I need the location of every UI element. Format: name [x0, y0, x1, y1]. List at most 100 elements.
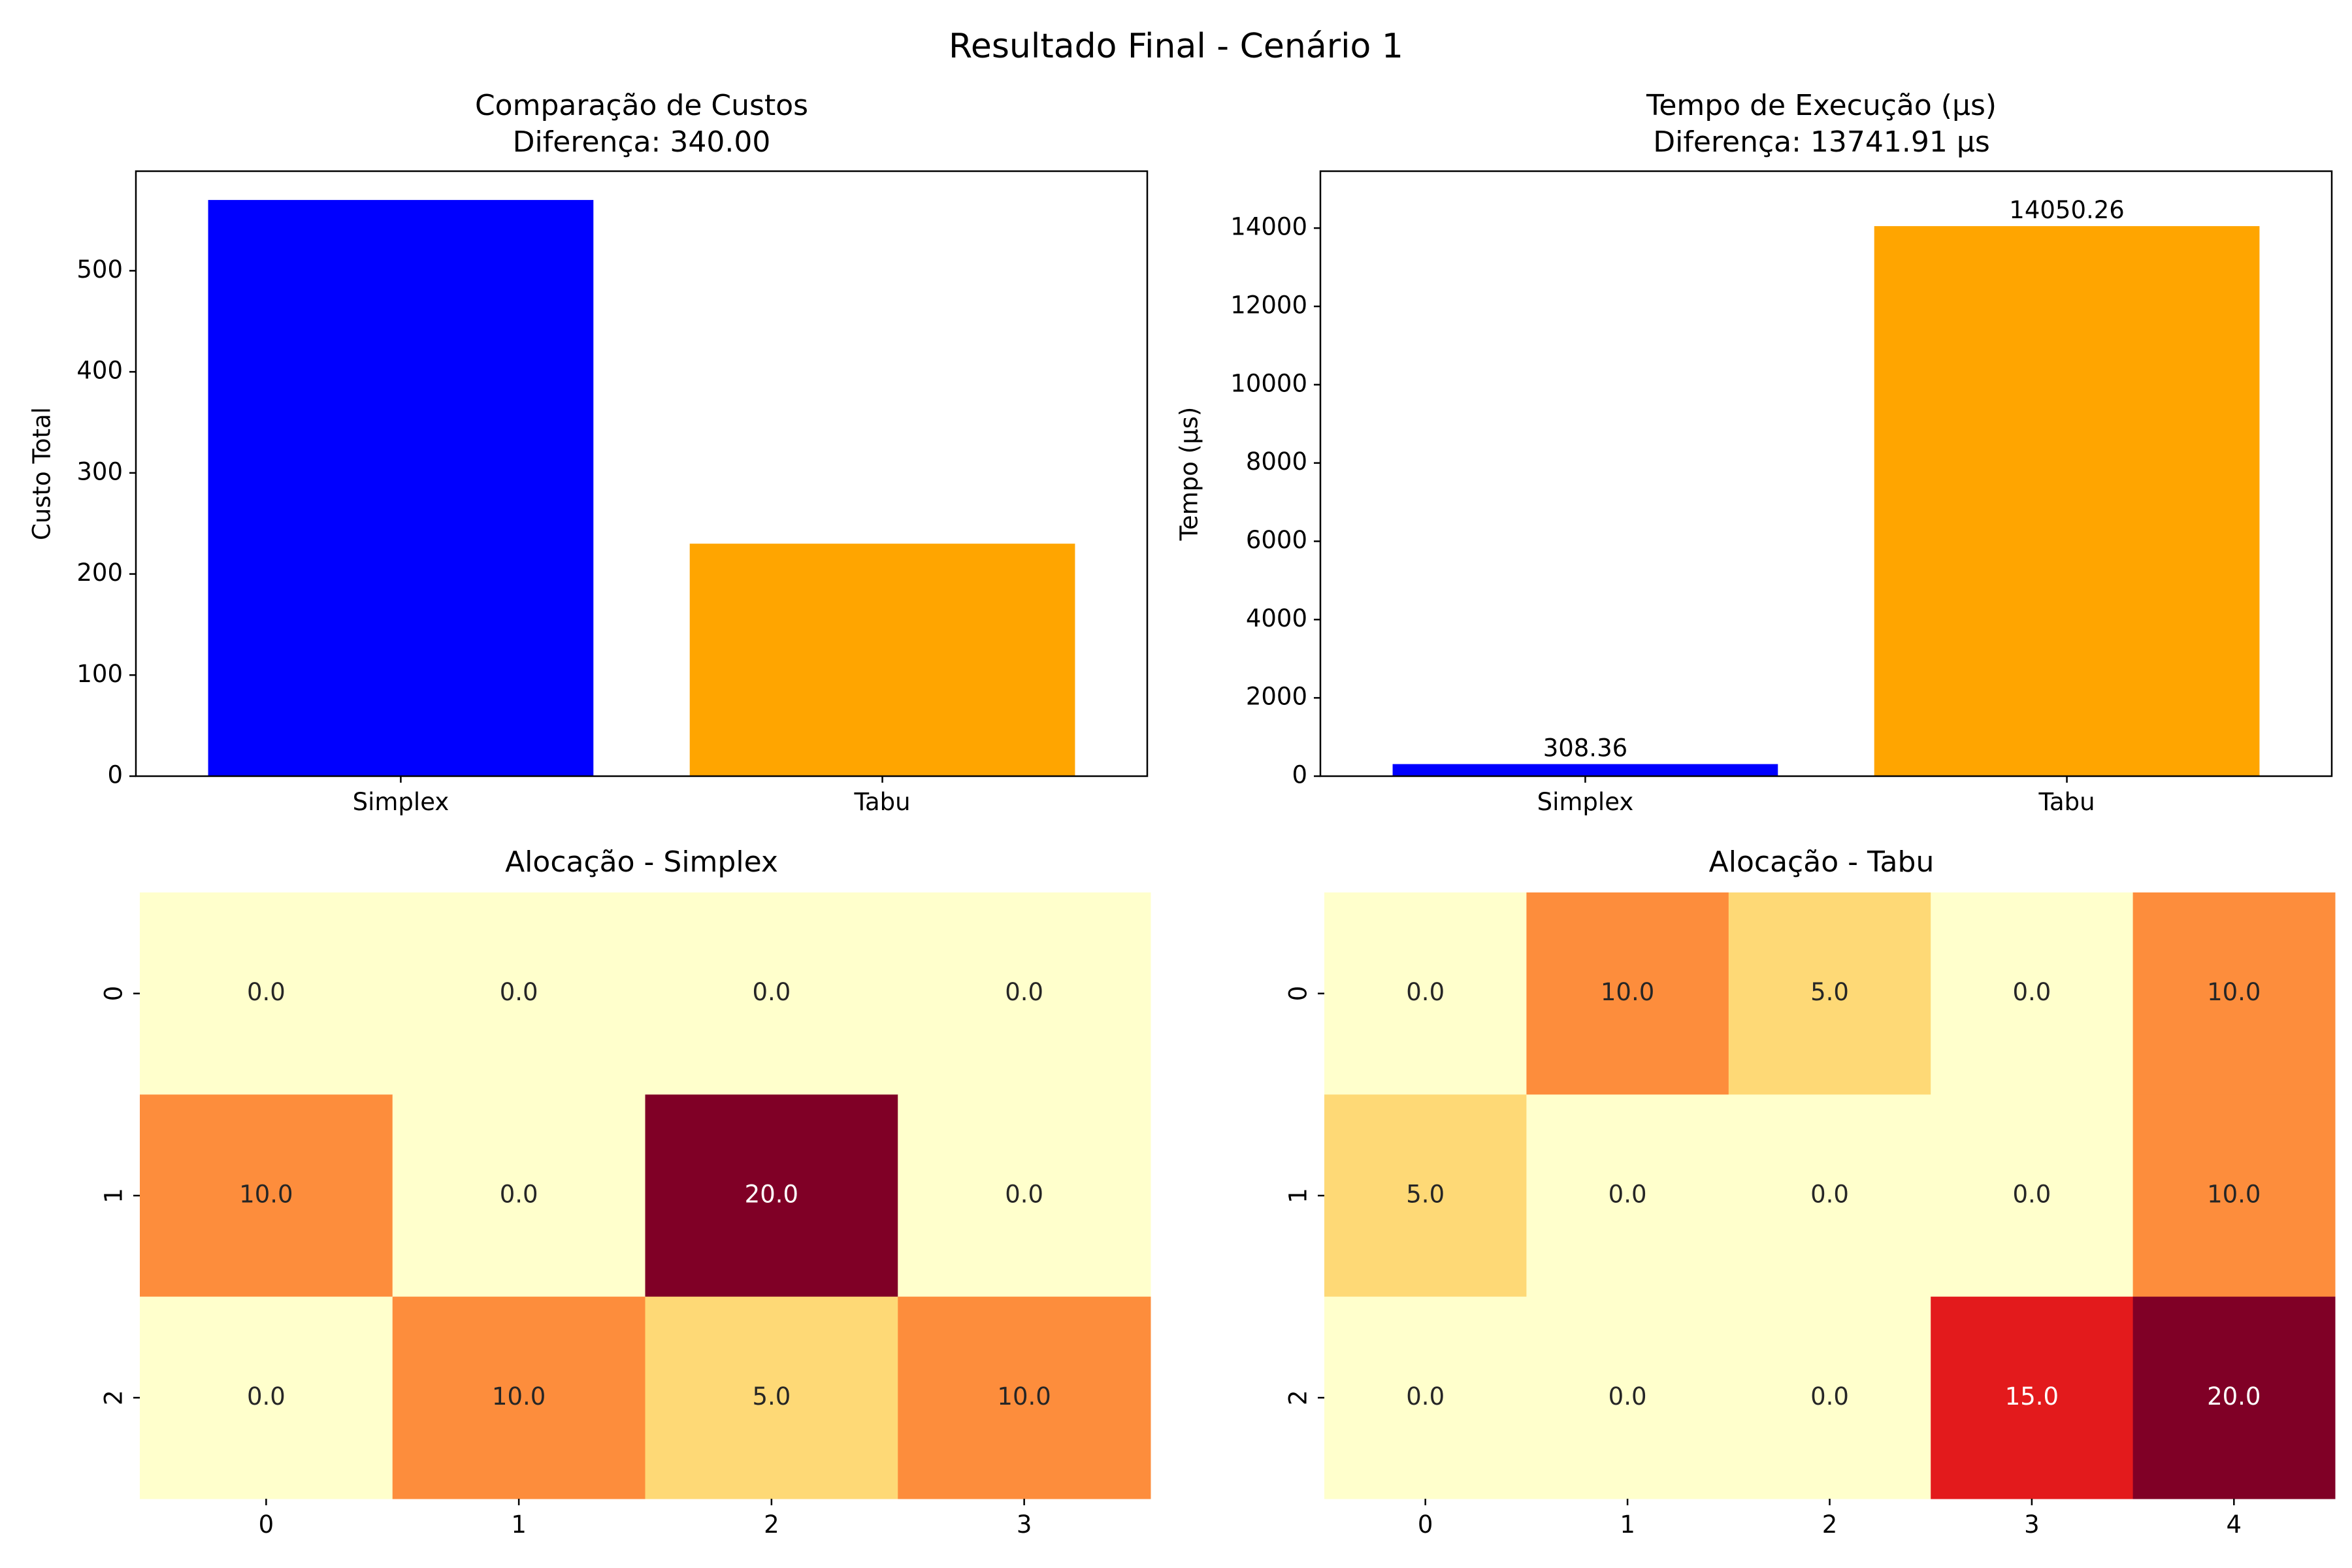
simplex-heatmap-cell-label: 0.0 — [752, 978, 791, 1006]
tabu-heatmap-x-tick-label: 2 — [1822, 1511, 1838, 1539]
figure-suptitle: Resultado Final - Cenário 1 — [949, 27, 1403, 66]
tabu-heatmap-cell — [2132, 1296, 2336, 1499]
simplex-heatmap-x-tick-label: 3 — [1017, 1511, 1032, 1539]
tabu-heatmap-cell-label: 0.0 — [1406, 978, 1445, 1006]
tabu-heatmap-cell-label: 20.0 — [2207, 1382, 2261, 1411]
cost-y-tick-label: 0 — [107, 761, 123, 789]
tabu-heatmap-cell-label: 5.0 — [1810, 978, 1849, 1006]
time-bars — [1392, 226, 2260, 776]
tabu-heatmap-cell — [1728, 1094, 1931, 1298]
simplex-heatmap-cell — [645, 892, 898, 1095]
tabu-heatmap-labels: 0.0 10.0 5.0 0.0 10.0 5.0 0.0 0.0 0.0 10.0 0.0 0.0 0… — [1406, 978, 2261, 1411]
cost-x-tick-label: Simplex — [353, 788, 449, 816]
simplex-heatmap-cell — [645, 1094, 898, 1298]
simplex-heatmap-cell-label: 20.0 — [745, 1181, 798, 1209]
time-data-label-tabu: 14050.26 — [2009, 196, 2125, 224]
tabu-heatmap-cell — [1931, 1094, 2134, 1298]
tabu-heatmap-cell — [1728, 1296, 1931, 1499]
tabu-heatmap-cell — [1728, 892, 1931, 1095]
tabu-heatmap-y-tick-label: 2 — [1284, 1390, 1313, 1406]
tabu-heatmap-x-tick-label: 0 — [1418, 1511, 1433, 1539]
time-data-label-simplex: 308.36 — [1543, 734, 1627, 762]
time-y-tick-label: 6000 — [1246, 526, 1307, 554]
simplex-heatmap-x-axis: 0 1 2 3 — [259, 1499, 1032, 1539]
cost-x-tick-label: Tabu — [854, 788, 911, 816]
simplex-heatmap-cells — [140, 892, 1151, 1499]
tabu-heatmap-cell-label: 0.0 — [1810, 1382, 1849, 1411]
simplex-heatmap-cell-label: 5.0 — [752, 1382, 791, 1411]
cost-y-tick-label: 100 — [76, 660, 123, 688]
simplex-heatmap-cell — [392, 1296, 645, 1499]
cost-y-tick-label: 400 — [76, 357, 123, 385]
time-y-tick-label: 14000 — [1230, 213, 1307, 241]
cost-y-tick-label: 300 — [76, 457, 123, 485]
tabu-heatmap-cells — [1324, 892, 2336, 1499]
simplex-heatmap-x-tick-label: 1 — [511, 1511, 527, 1539]
simplex-heatmap-cell-label: 0.0 — [1005, 1181, 1043, 1209]
tabu-heatmap-cell — [1526, 1094, 1729, 1298]
simplex-heatmap-y-tick-label: 0 — [100, 986, 128, 1002]
time-y-tick-label: 8000 — [1246, 448, 1307, 476]
simplex-heatmap-cell-label: 0.0 — [500, 978, 538, 1006]
cost-chart-subtitle: Diferença: 340.00 — [513, 125, 771, 159]
tabu-heatmap-cell — [1324, 1296, 1527, 1499]
simplex-heatmap-cell-label: 10.0 — [997, 1382, 1051, 1411]
time-y-tick-label: 12000 — [1230, 291, 1307, 319]
simplex-heatmap-labels: 0.0 0.0 0.0 0.0 10.0 0.0 20.0 0.0 0.0 10.0 5.0 10.0 — [239, 978, 1051, 1411]
simplex-heatmap-y-axis: 0 1 2 — [100, 986, 140, 1405]
tabu-heatmap-cell-label: 10.0 — [2207, 1181, 2261, 1209]
cost-y-tick-label: 500 — [76, 255, 123, 284]
simplex-heatmap-cell-label: 0.0 — [1005, 978, 1043, 1006]
time-y-axis-label: Tempo (µs) — [1175, 407, 1203, 542]
tabu-heatmap-cell — [1931, 1296, 2134, 1499]
execution-time-chart: Tempo de Execução (µs) Diferença: 13741.… — [1175, 89, 2333, 816]
tabu-heatmap-cell — [1324, 1094, 1527, 1298]
cost-x-axis: Simplex Tabu — [353, 776, 911, 816]
tabu-heatmap-cell-label: 10.0 — [1601, 978, 1654, 1006]
simplex-allocation-heatmap: Alocação - Simplex 0.0 0.0 0.0 0.010.0 0.0 20… — [100, 845, 1151, 1539]
tabu-heatmap-y-tick-label: 0 — [1284, 986, 1313, 1002]
simplex-heatmap-cell — [645, 1296, 898, 1499]
time-x-axis: Simplex Tabu — [1537, 776, 2095, 816]
simplex-heatmap-cell — [898, 892, 1151, 1095]
time-y-tick-label: 4000 — [1246, 604, 1307, 632]
simplex-heatmap-cell — [140, 1094, 393, 1298]
cost-comparison-chart: Comparação de Custos Diferença: 340.00 0… — [28, 89, 1149, 816]
tabu-heatmap-cell-label: 5.0 — [1406, 1181, 1445, 1209]
simplex-heatmap-cell — [392, 892, 645, 1095]
tabu-heatmap-cell — [1324, 892, 1527, 1095]
time-x-tick-label: Tabu — [2038, 788, 2095, 816]
time-bar-simplex — [1392, 764, 1778, 776]
tabu-heatmap-cell-label: 0.0 — [1406, 1382, 1445, 1411]
simplex-heatmap-cell — [898, 1296, 1151, 1499]
simplex-heatmap-x-tick-label: 0 — [259, 1511, 274, 1539]
simplex-heatmap-cell — [898, 1094, 1151, 1298]
tabu-heatmap-cell — [2132, 1094, 2336, 1298]
tabu-heatmap-cell — [1526, 1296, 1729, 1499]
tabu-heatmap-cell-label: 0.0 — [1609, 1382, 1647, 1411]
simplex-heatmap-cell-label: 0.0 — [247, 1382, 286, 1411]
time-y-tick-label: 10000 — [1230, 369, 1307, 397]
simplex-heatmap-cell — [140, 892, 393, 1095]
tabu-heatmap-x-axis: 0 1 2 3 4 — [1418, 1499, 2242, 1539]
tabu-heatmap-cell — [1931, 892, 2134, 1095]
tabu-heatmap-x-tick-label: 4 — [2227, 1511, 2242, 1539]
cost-bar-simplex — [208, 200, 594, 777]
time-bar-tabu — [1874, 226, 2260, 776]
cost-y-axis: 0 100 200 300 400 500 — [76, 255, 136, 789]
time-chart-title: Tempo de Execução (µs) — [1646, 89, 1997, 122]
simplex-heatmap-title: Alocação - Simplex — [505, 845, 778, 879]
time-plot-frame — [1319, 170, 2333, 777]
tabu-heatmap-x-tick-label: 3 — [2024, 1511, 2040, 1539]
simplex-heatmap-x-tick-label: 2 — [764, 1511, 779, 1539]
tabu-heatmap-cell-label: 10.0 — [2207, 978, 2261, 1006]
time-chart-subtitle: Diferença: 13741.91 µs — [1653, 125, 1990, 159]
time-y-tick-label: 0 — [1292, 761, 1307, 789]
simplex-heatmap-y-tick-label: 2 — [100, 1390, 128, 1406]
tabu-heatmap-cell-label: 0.0 — [2012, 978, 2051, 1006]
simplex-heatmap-cell-label: 10.0 — [239, 1181, 293, 1209]
time-y-tick-label: 2000 — [1246, 683, 1307, 711]
cost-bars — [208, 200, 1075, 777]
simplex-heatmap-cell — [140, 1296, 393, 1499]
simplex-heatmap-cell-label: 0.0 — [247, 978, 286, 1006]
